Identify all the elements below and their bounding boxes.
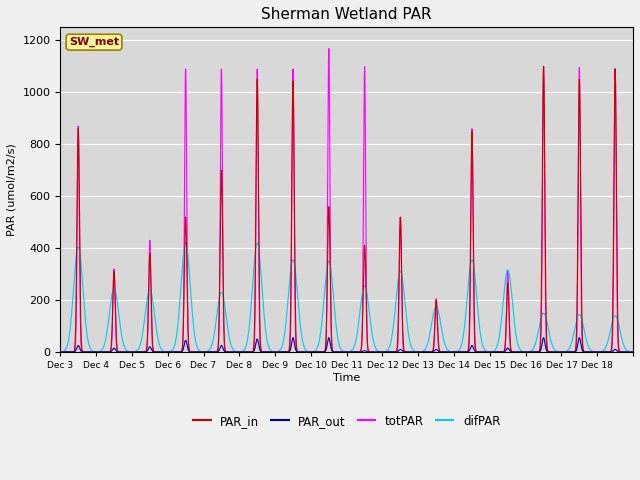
totPAR <box>547 349 555 355</box>
PAR_out <box>575 335 583 341</box>
PAR_out <box>56 349 64 355</box>
PAR_out <box>368 349 376 355</box>
totPAR <box>369 349 376 355</box>
PAR_in <box>540 63 547 69</box>
PAR_out <box>629 349 637 355</box>
difPAR <box>399 279 406 285</box>
PAR_out <box>532 349 540 355</box>
PAR_in <box>368 349 376 355</box>
Title: Sherman Wetland PAR: Sherman Wetland PAR <box>261 7 432 22</box>
difPAR <box>504 267 512 273</box>
difPAR <box>532 338 540 344</box>
difPAR <box>182 240 189 246</box>
difPAR <box>175 309 183 314</box>
PAR_in <box>547 349 555 355</box>
difPAR <box>56 349 64 355</box>
PAR_in <box>175 349 183 355</box>
difPAR <box>368 331 376 337</box>
X-axis label: Time: Time <box>333 373 360 383</box>
Y-axis label: PAR (umol/m2/s): PAR (umol/m2/s) <box>7 143 17 236</box>
Legend: PAR_in, PAR_out, totPAR, difPAR: PAR_in, PAR_out, totPAR, difPAR <box>188 410 505 432</box>
PAR_in <box>415 349 422 355</box>
Line: totPAR: totPAR <box>60 48 633 352</box>
Line: PAR_out: PAR_out <box>60 338 633 352</box>
PAR_out <box>547 349 555 355</box>
PAR_in <box>629 349 637 355</box>
difPAR <box>547 338 555 344</box>
PAR_out <box>504 345 512 351</box>
PAR_in <box>504 281 512 287</box>
totPAR <box>56 349 64 355</box>
totPAR <box>532 349 540 355</box>
PAR_in <box>532 349 540 355</box>
totPAR <box>504 271 512 277</box>
totPAR <box>399 341 407 347</box>
totPAR <box>629 349 637 355</box>
Text: SW_met: SW_met <box>69 37 119 48</box>
Line: PAR_in: PAR_in <box>60 66 633 352</box>
PAR_out <box>175 349 183 355</box>
Line: difPAR: difPAR <box>60 243 633 352</box>
totPAR <box>325 46 333 51</box>
PAR_in <box>399 324 406 330</box>
totPAR <box>175 349 183 355</box>
difPAR <box>629 349 637 355</box>
PAR_out <box>399 348 406 354</box>
totPAR <box>128 349 136 355</box>
PAR_in <box>56 349 64 355</box>
